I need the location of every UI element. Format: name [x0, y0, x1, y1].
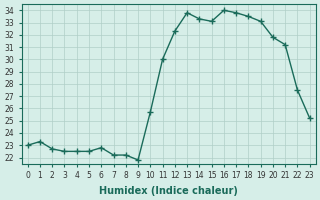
X-axis label: Humidex (Indice chaleur): Humidex (Indice chaleur)	[99, 186, 238, 196]
